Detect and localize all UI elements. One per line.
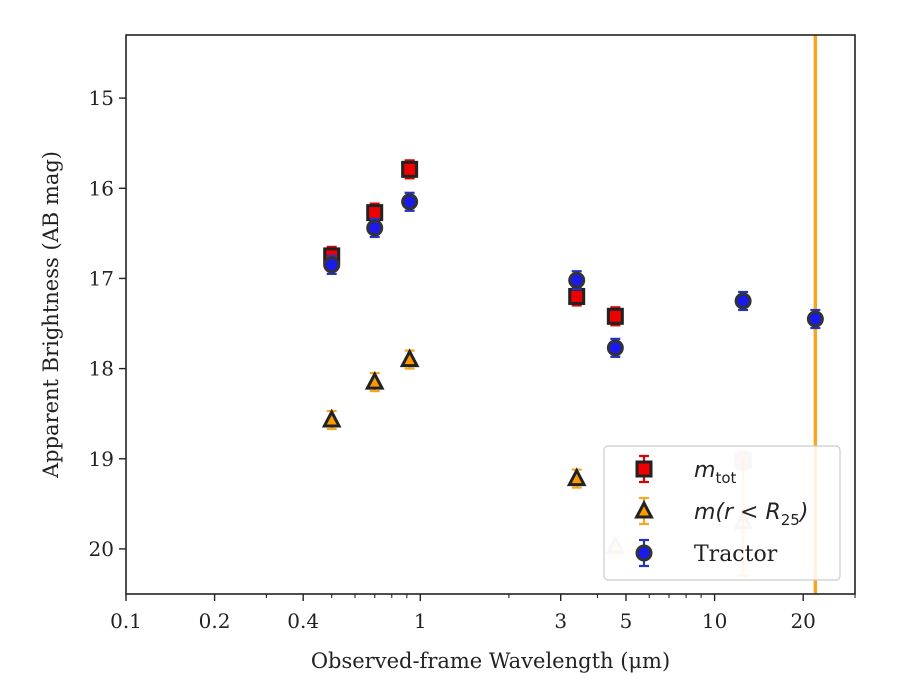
square-marker: [606, 307, 624, 325]
data-point: [606, 337, 624, 358]
data-point: [366, 217, 384, 239]
y-tick-label: 15: [89, 86, 114, 110]
legend-entry: mtot: [635, 454, 736, 487]
legend-entry: Tractor: [635, 538, 778, 568]
data-point: [399, 348, 420, 370]
x-tick-label: 0.4: [287, 609, 319, 633]
x-tick-label: 0.1: [110, 609, 142, 633]
data-point: [568, 270, 586, 291]
legend-square-marker: [635, 460, 653, 478]
axes-frame: [125, 34, 856, 595]
data-point: [806, 308, 824, 330]
triangle-marker: [364, 370, 385, 390]
x-tick-label: 10: [702, 609, 727, 633]
x-axis-ticks: 0.1 0.2 0.4 1 3 5 10 20: [110, 594, 856, 633]
y-tick-label: 16: [89, 176, 114, 200]
x-tick-label: 20: [790, 609, 815, 633]
data-point: [606, 306, 624, 327]
legend-triangle-marker: [634, 499, 654, 519]
y-tick-label: 19: [89, 447, 114, 471]
legend-label: mtot: [694, 458, 736, 487]
y-tick-label: 20: [89, 537, 114, 561]
legend-label: Tractor: [694, 542, 778, 567]
data-point: [401, 191, 419, 212]
data-point: [323, 254, 341, 276]
y-tick-label: 18: [89, 357, 114, 381]
triangle-marker: [566, 467, 587, 487]
triangle-marker: [399, 348, 420, 368]
series-1: [323, 159, 752, 471]
circle-marker: [366, 219, 384, 237]
data-point: [321, 408, 342, 431]
data-point: [364, 370, 385, 393]
y-tick-label: 17: [89, 266, 114, 290]
square-marker: [366, 204, 384, 222]
legend-label: m(r < R25): [694, 500, 808, 529]
circle-marker: [806, 310, 824, 328]
square-marker: [568, 287, 586, 305]
circle-marker: [401, 193, 419, 211]
data-point: [566, 467, 587, 489]
y-axis-label: Apparent Brightness (AB mag): [39, 151, 63, 479]
y-axis-ticks: 15 16 17 18 19 20: [89, 86, 126, 561]
x-axis-label: Observed-frame Wavelength (μm): [311, 649, 670, 673]
x-tick-label: 5: [620, 609, 633, 633]
x-tick-label: 1: [414, 609, 427, 633]
data-point: [734, 290, 752, 312]
legend-box: [603, 445, 841, 581]
x-tick-label: 3: [554, 609, 567, 633]
triangle-marker: [321, 408, 342, 428]
circle-marker: [734, 292, 752, 310]
data-point: [401, 159, 419, 180]
legend-circle-marker: [635, 544, 653, 562]
square-marker: [401, 160, 419, 178]
circle-marker: [323, 256, 341, 274]
x-tick-label: 0.2: [199, 609, 231, 633]
circle-marker: [568, 271, 586, 289]
circle-marker: [606, 339, 624, 357]
legend-entry: m(r < R25): [634, 496, 808, 529]
series-3: [323, 191, 824, 358]
legend: mtot m(r < R25) Tractor: [603, 445, 841, 581]
